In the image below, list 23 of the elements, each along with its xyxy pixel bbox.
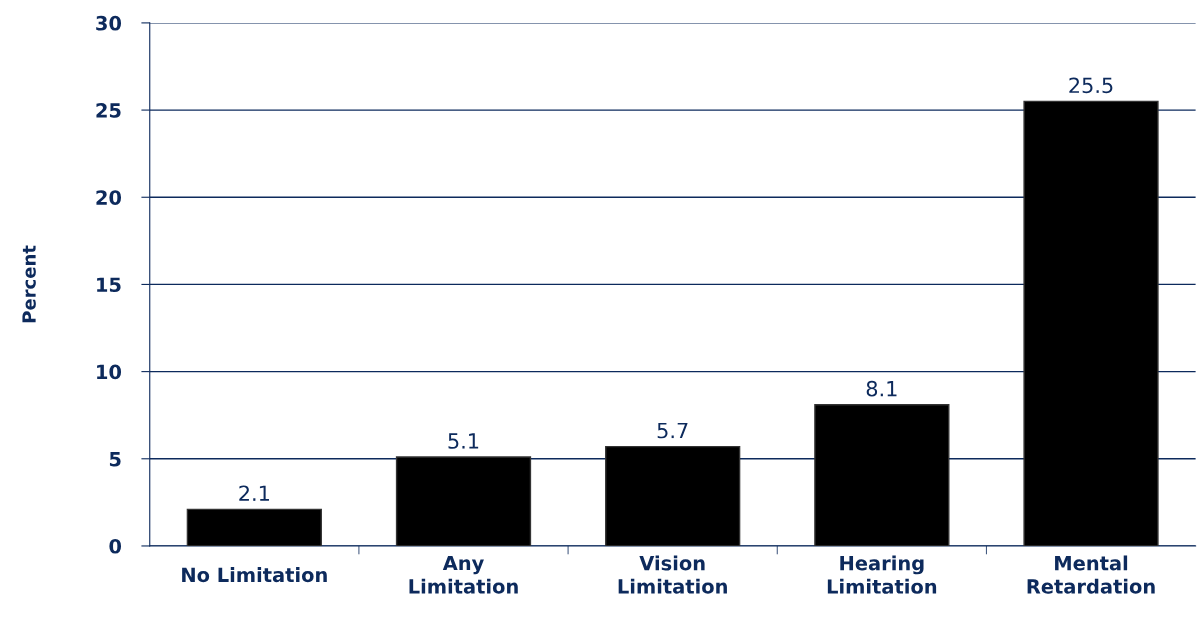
y-axis-title: Percent (22, 245, 36, 323)
data-label: 25.5 (1069, 77, 1113, 94)
y-tick-label: 25 (96, 103, 121, 118)
bar (395, 456, 532, 546)
x-tick-label: No Limitation (182, 567, 327, 583)
data-label: 5.1 (448, 433, 479, 449)
x-tick-label: Hearing Limitation (827, 555, 937, 594)
bar (1023, 100, 1159, 546)
data-label: 8.1 (866, 380, 897, 397)
y-tick-label: 15 (97, 277, 121, 293)
y-tick-label: 30 (96, 15, 122, 31)
bar (605, 445, 741, 546)
data-label: 2.1 (239, 485, 269, 501)
y-tick-label: 0 (109, 538, 122, 554)
x-tick-label: Mental Retardation (1027, 555, 1155, 594)
y-tick-label: 10 (97, 364, 122, 380)
bar (814, 404, 950, 546)
bar (186, 508, 322, 546)
y-tick-label: 20 (96, 190, 122, 205)
data-label: 5.7 (657, 422, 688, 439)
y-tick-label: 5 (109, 451, 121, 467)
x-tick-label: Vision Limitation (618, 555, 727, 594)
x-tick-label: Any Limitation (409, 555, 518, 594)
